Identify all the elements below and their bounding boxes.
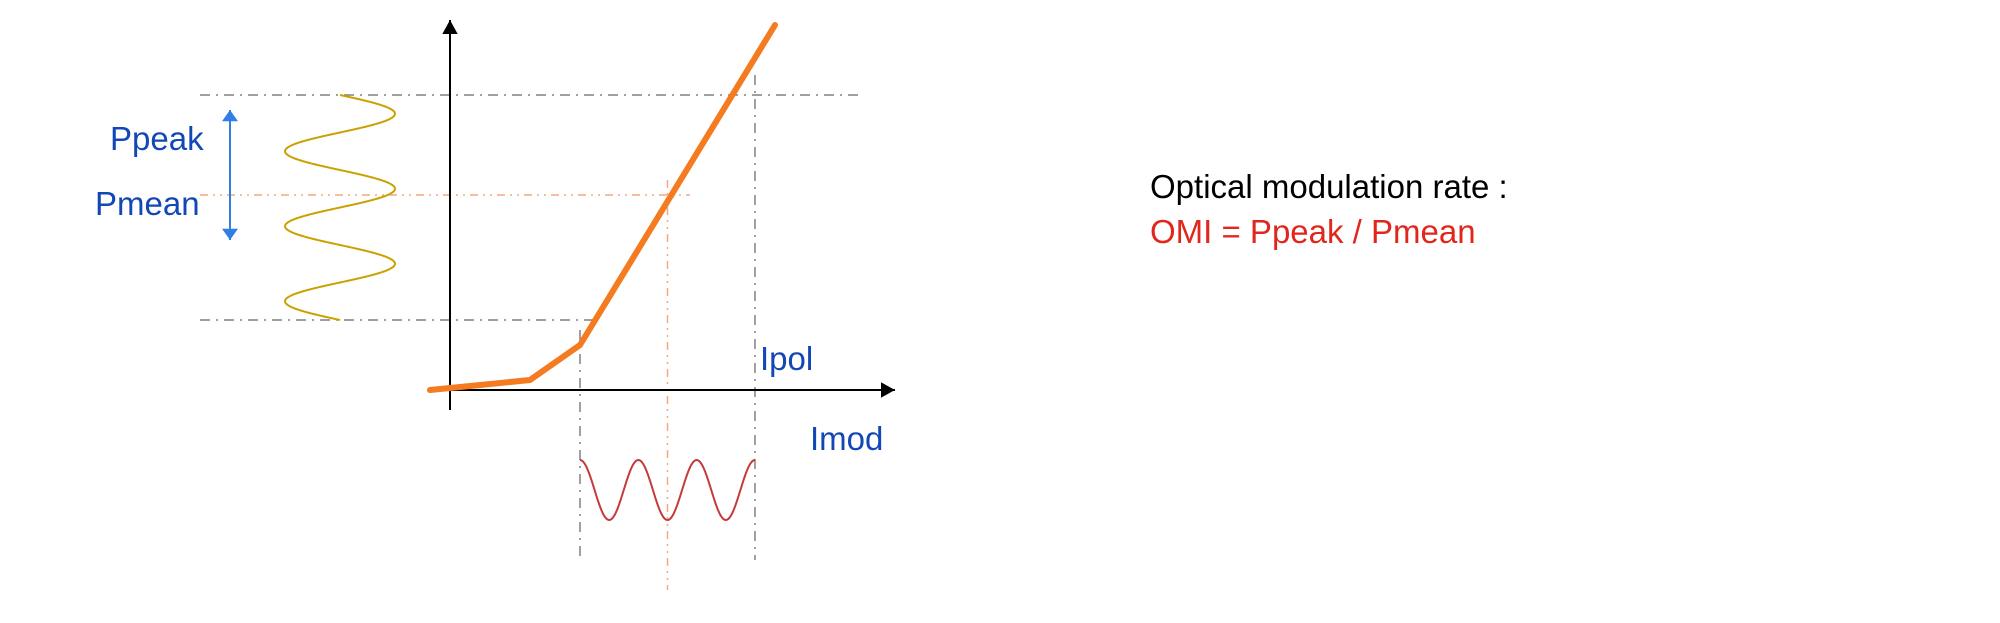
- label-ppeak: Ppeak: [110, 120, 204, 157]
- formula-block: Optical modulation rate : OMI = Ppeak / …: [1150, 165, 1508, 254]
- formula-title: Optical modulation rate :: [1150, 165, 1508, 210]
- modulation-diagram: Ppeak Pmean Ipol Imod: [0, 0, 2000, 623]
- formula-body: OMI = Ppeak / Pmean: [1150, 210, 1508, 255]
- label-pmean: Pmean: [95, 185, 200, 222]
- label-ipol: Ipol: [760, 340, 813, 377]
- label-imod: Imod: [810, 420, 883, 457]
